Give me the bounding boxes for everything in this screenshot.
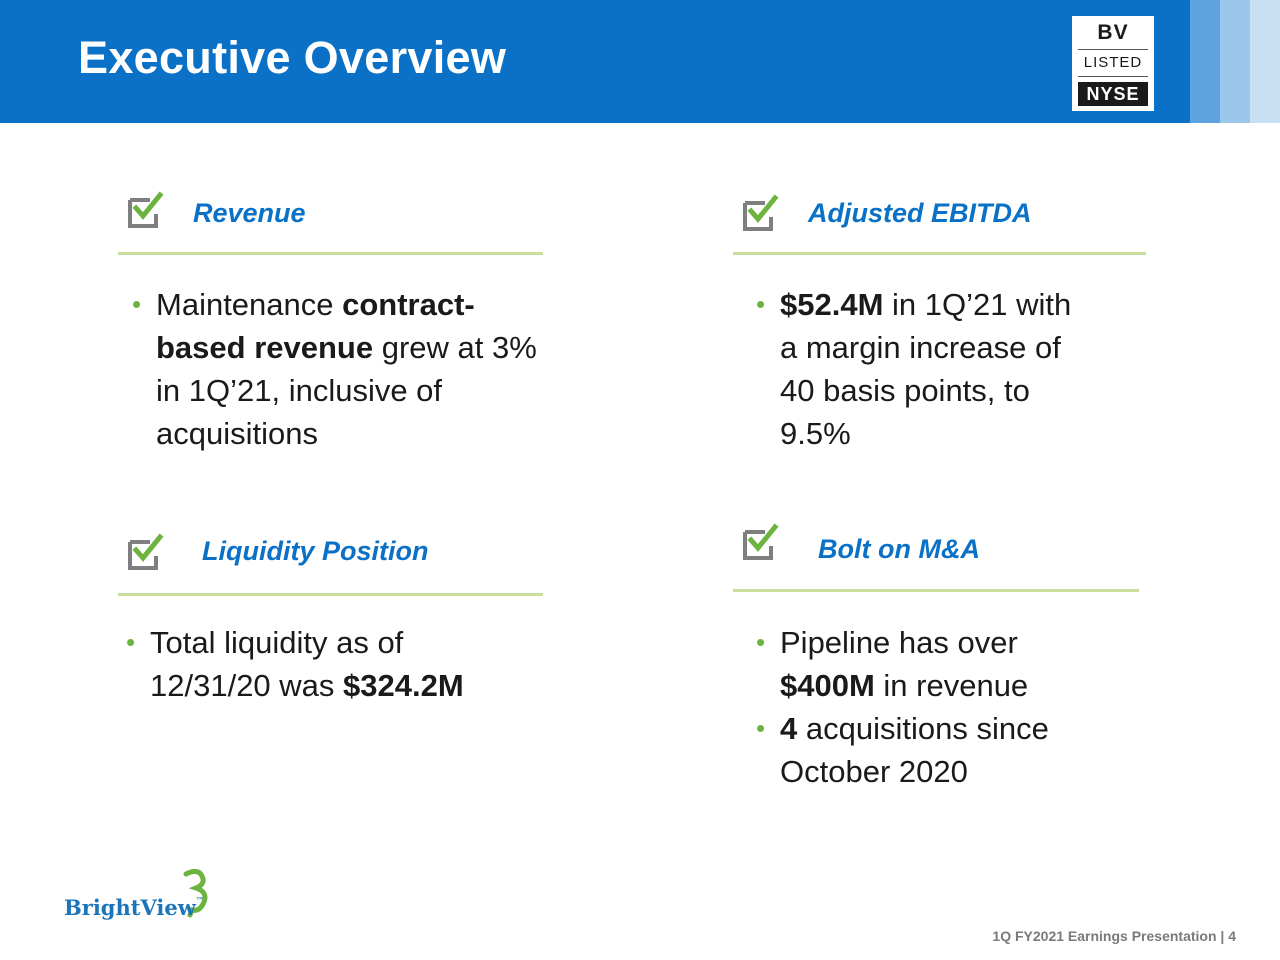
logo-trademark: ™ [195,895,204,905]
section-title-liquidity: Liquidity Position [202,536,429,566]
header-stripe-1 [1190,0,1220,123]
bullet-bold: $400M [780,668,875,703]
section-divider-mna [733,589,1139,592]
list-item: • 4 acquisitions since October 2020 [754,707,1254,793]
section-divider-revenue [118,252,543,255]
bullet-text: Total liquidity as of [150,625,404,660]
bullet-text: Maintenance [156,287,343,322]
list-item: • Total liquidity as of 12/31/20 was $32… [124,621,644,707]
bullet-text: 12/31/20 was [150,668,344,703]
bullet-text: in 1Q’21, inclusive of [156,373,443,408]
footer-page-label: 1Q FY2021 Earnings Presentation | 4 [992,928,1236,944]
bullet-bold: $324.2M [343,668,464,703]
bullet-text: in 1Q’21 with [883,287,1072,322]
bullet-bold: based revenue [156,330,374,365]
bullet-dot: • [132,289,142,319]
checkbox-check-icon [743,194,779,231]
list-item: • Maintenance contract- based revenue gr… [130,283,650,455]
bullet-dot: • [126,627,136,657]
section-title-adjusted-ebitda: Adjusted EBITDA [808,198,1032,228]
bullet-bold: 4 [780,711,798,746]
bullet-text: 40 basis points, to [780,373,1030,408]
bullet-dot: • [756,627,766,657]
page-title: Executive Overview [78,32,507,83]
revenue-bullets: • Maintenance contract- based revenue gr… [130,283,650,455]
ebitda-bullets: • $52.4M in 1Q’21 with a margin increase… [754,283,1254,455]
badge-listed: LISTED [1083,54,1143,71]
bullet-text: grew at 3% [373,330,537,365]
list-item: • Pipeline has over $400M in revenue [754,621,1254,707]
brightview-logo-icon [183,868,208,918]
checkbox-check-icon [128,191,164,228]
mna-bullets: • Pipeline has over $400M in revenue • 4… [754,621,1254,793]
bullet-text: acquisitions [156,416,318,451]
bullet-bold: $52.4M [780,287,884,322]
section-title-revenue: Revenue [193,198,306,228]
bullet-text: October 2020 [780,754,968,789]
header-stripe-2 [1220,0,1250,123]
section-divider-liquidity [118,593,543,596]
badge-bv: BV [1097,21,1129,44]
header-stripe-3 [1250,0,1280,123]
section-title-bolt-on-ma: Bolt on M&A [818,534,980,564]
badge-rule-bottom [1078,76,1148,77]
title-bar [0,0,1190,123]
section-divider-ebitda [733,252,1146,255]
bullet-dot: • [756,713,766,743]
bullet-text: a margin increase of [780,330,1061,365]
liquidity-bullets: • Total liquidity as of 12/31/20 was $32… [124,621,644,707]
bullet-dot: • [756,289,766,319]
bullet-text: 9.5% [780,416,851,451]
logo-wordmark: BrightView [64,895,196,920]
bullet-text: acquisitions since [797,711,1049,746]
checkbox-check-icon [743,523,779,560]
brightview-logo-text: BrightView™ [64,895,204,920]
bullet-text: Pipeline has over [780,625,1018,660]
badge-nyse: NYSE [1078,82,1148,106]
bullet-text: in revenue [874,668,1029,703]
list-item: • $52.4M in 1Q’21 with a margin increase… [754,283,1254,455]
bullet-bold: contract- [342,287,475,322]
badge-rule-top [1078,49,1148,50]
checkbox-check-icon [128,533,164,570]
nyse-listed-badge: BV LISTED NYSE [1072,16,1154,111]
